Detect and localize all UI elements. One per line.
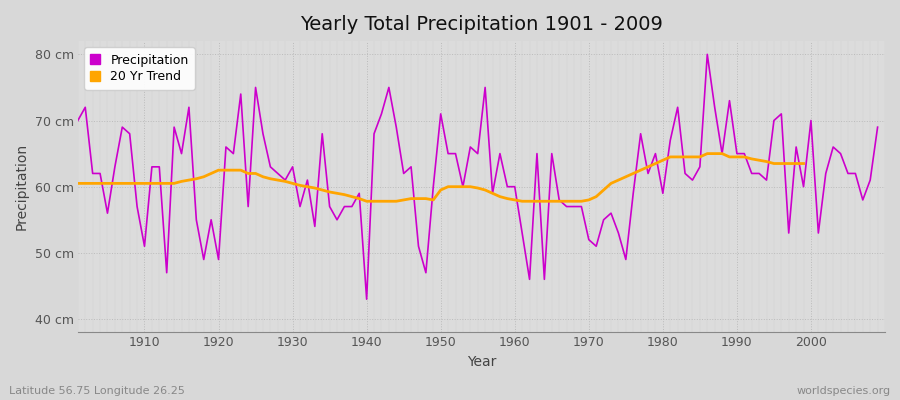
Text: Latitude 56.75 Longitude 26.25: Latitude 56.75 Longitude 26.25 — [9, 386, 184, 396]
Text: worldspecies.org: worldspecies.org — [796, 386, 891, 396]
Title: Yearly Total Precipitation 1901 - 2009: Yearly Total Precipitation 1901 - 2009 — [300, 15, 663, 34]
Y-axis label: Precipitation: Precipitation — [15, 143, 29, 230]
Legend: Precipitation, 20 Yr Trend: Precipitation, 20 Yr Trend — [84, 47, 194, 90]
X-axis label: Year: Year — [467, 355, 496, 369]
